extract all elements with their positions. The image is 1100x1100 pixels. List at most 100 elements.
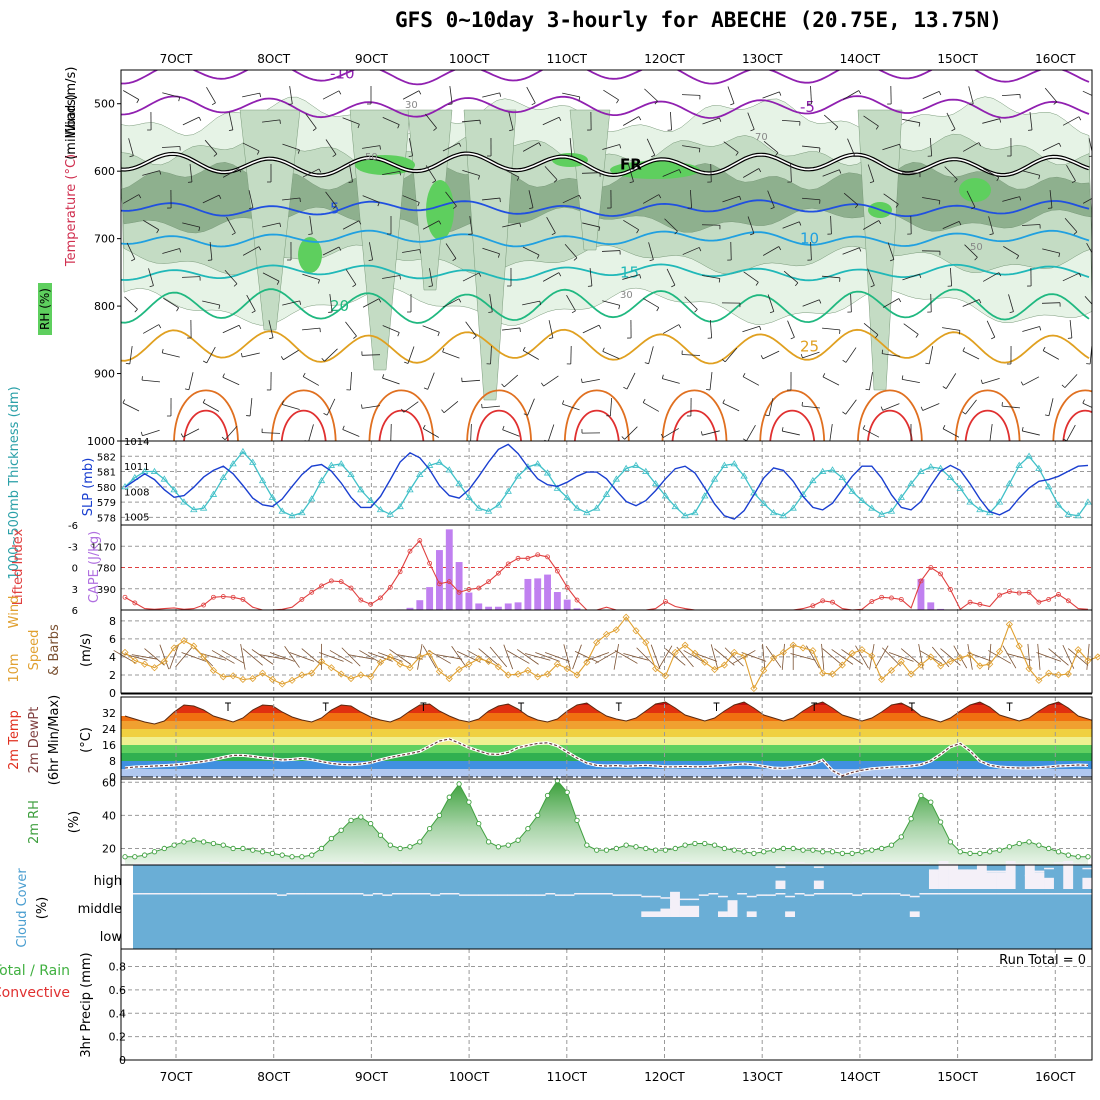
cloud-clear-cell xyxy=(420,893,431,895)
cloud-clear-cell xyxy=(238,863,249,866)
wind-barb xyxy=(382,275,400,279)
cloud-clear-cell xyxy=(698,894,709,896)
wind-barb-feather xyxy=(942,425,946,429)
wind-barb-feather xyxy=(799,221,802,226)
wind-barb xyxy=(445,243,457,259)
wind-barb-feather xyxy=(553,179,558,183)
wind-barb xyxy=(389,649,412,665)
wind-barb xyxy=(624,426,638,440)
wind-barb xyxy=(322,90,340,100)
thickness-point xyxy=(907,479,915,487)
wind-barb xyxy=(881,647,901,667)
lifted-index-point xyxy=(1046,596,1052,602)
rh-point xyxy=(741,849,747,855)
lifted-index-point xyxy=(574,597,580,603)
cloud-cell xyxy=(717,911,728,917)
isotherm-35 xyxy=(769,409,816,441)
cloud-clear-cell xyxy=(689,898,700,901)
wind-speed-point xyxy=(504,671,512,679)
rh-point xyxy=(151,849,158,855)
wind-barb xyxy=(442,298,460,308)
cloud-clear-cell xyxy=(382,894,393,896)
cloud-clear-cell xyxy=(209,863,220,866)
wind-barb-feather xyxy=(562,400,565,405)
wind-barb xyxy=(123,90,139,100)
wind-barb-feather xyxy=(755,281,759,286)
cloud-clear-cell xyxy=(324,862,335,864)
top-time-label: 8OCT xyxy=(257,52,290,66)
isotherm-label: 15 xyxy=(620,263,639,281)
wind-barb xyxy=(602,300,620,306)
rh-point xyxy=(662,847,669,853)
cloud-clear-cell xyxy=(401,893,412,895)
lifted-index-point xyxy=(554,568,560,574)
wind-barb xyxy=(350,371,352,391)
cloud-clear-cell xyxy=(631,863,642,866)
wind-barb xyxy=(482,197,500,201)
cloud-clear-cell xyxy=(794,862,805,864)
wind-barb-feather xyxy=(502,425,505,430)
temp-band xyxy=(121,721,1092,729)
cloud-clear-cell xyxy=(861,893,872,895)
rh-contour-label: 50 xyxy=(970,242,983,253)
wind-barb xyxy=(341,647,361,667)
thickness-point xyxy=(347,470,355,478)
wind-barb xyxy=(222,324,240,334)
cloud-clear-cell xyxy=(391,862,402,864)
wind-speed-point xyxy=(986,660,994,668)
wind-speed-point xyxy=(760,666,768,675)
rh-point xyxy=(250,847,256,853)
wind-speed-point xyxy=(868,652,876,660)
wind-speed-point xyxy=(308,669,316,677)
wind-barb-feather xyxy=(678,169,682,174)
wind-barb xyxy=(967,644,973,670)
lifted-index-point xyxy=(358,597,364,603)
wind-barb-feather xyxy=(951,128,956,132)
temp-tick-label: 8 xyxy=(109,755,116,768)
wind-barb xyxy=(829,424,833,441)
wind-barb xyxy=(664,218,678,232)
temp-tick-label: 32 xyxy=(102,707,116,720)
wind-barb xyxy=(710,644,719,670)
cloud-clear-cell xyxy=(986,893,997,895)
isotherm-35 xyxy=(867,409,913,441)
wind-barb xyxy=(862,428,880,438)
axis-title-precip: 3hr Precip (mm) xyxy=(79,952,94,1057)
lifted-index-point xyxy=(201,602,207,608)
cloud-cell xyxy=(928,869,939,889)
thickness-point xyxy=(760,499,768,507)
wind-barb xyxy=(801,197,821,201)
wind-barb-feather xyxy=(238,325,242,330)
cape-bar xyxy=(504,603,512,610)
wind-barb xyxy=(1067,648,1089,666)
wind-speed-point xyxy=(907,670,915,678)
instability-panel: -6 -3 0 3 6 390 780 1170 Lifted Index CAPE (J/kg) xyxy=(11,521,1093,617)
wind-barb xyxy=(262,119,280,123)
wind-barb-feather xyxy=(259,93,262,98)
rh-point xyxy=(387,842,393,848)
cape-bar xyxy=(553,592,561,610)
wind-barb-feather xyxy=(136,99,140,104)
wind-barb-feather xyxy=(161,348,164,354)
wind-barb xyxy=(527,398,535,416)
cloud-clear-cell xyxy=(574,863,585,866)
wind-speed-point xyxy=(917,661,925,669)
axis-title-temp-units: (°C) xyxy=(79,727,94,753)
thickness-point xyxy=(249,458,257,465)
cloud-clear-cell xyxy=(459,863,469,866)
wind-barb-feather xyxy=(428,285,433,287)
rh-shade-90 xyxy=(610,161,700,179)
wind-barb xyxy=(602,351,620,359)
thickness-point xyxy=(681,512,689,519)
rh-contour-label: 30 xyxy=(620,290,633,301)
cloud-clear-cell xyxy=(708,863,719,866)
wind-barb xyxy=(623,219,639,231)
thickness-point xyxy=(583,509,591,516)
thickness-point xyxy=(484,507,493,514)
wind-barb xyxy=(643,298,659,308)
cloud-clear-cell xyxy=(430,894,441,896)
wind-barb-feather xyxy=(996,177,1000,182)
wind-barb xyxy=(282,404,300,410)
wind-barb xyxy=(863,220,879,230)
top-time-label: 16OCT xyxy=(1035,52,1076,66)
